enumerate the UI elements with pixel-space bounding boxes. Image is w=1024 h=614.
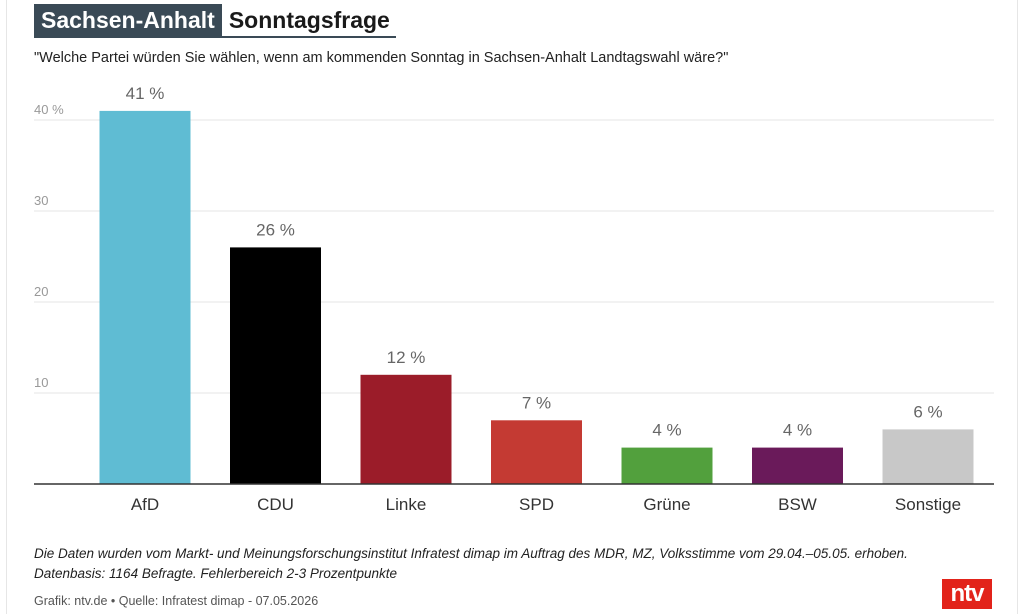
- bar-value-label: 4 %: [783, 421, 812, 440]
- chart-header: Sachsen-Anhalt Sonntagsfrage: [34, 4, 396, 38]
- region-label: Sachsen-Anhalt: [34, 4, 222, 36]
- source-credit: Grafik: ntv.de • Quelle: Infratest dimap…: [34, 594, 319, 608]
- x-category-label: SPD: [519, 495, 554, 514]
- chart-frame: [6, 0, 1018, 614]
- bar-value-label: 4 %: [652, 421, 681, 440]
- ntv-logo[interactable]: ntv: [942, 579, 992, 609]
- bar-value-label: 26 %: [256, 220, 295, 239]
- x-category-label: CDU: [257, 495, 294, 514]
- bar-value-label: 7 %: [522, 393, 551, 412]
- x-category-label: BSW: [778, 495, 817, 514]
- bar-chart: 10 20 30 40 % 41 % AfD 26 % CDU 12 % Linke 7 % SPD 4…: [34, 84, 994, 514]
- bar-spd: [491, 420, 582, 484]
- bar-value-label: 12 %: [387, 348, 426, 367]
- x-category-label: Grüne: [643, 495, 690, 514]
- x-category-label: AfD: [131, 495, 159, 514]
- bar-linke: [360, 374, 452, 484]
- chart-title: Sonntagsfrage: [228, 7, 390, 33]
- x-category-label: Sonstige: [895, 495, 961, 514]
- y-tick-label: 30: [34, 193, 48, 208]
- x-category-label: Linke: [386, 495, 427, 514]
- bar-value-label: 6 %: [913, 402, 942, 421]
- bar-value-label: 41 %: [126, 84, 165, 103]
- bar-cdu: [230, 247, 321, 484]
- methodology-footnote: Die Daten wurden vom Markt- und Meinungs…: [34, 546, 908, 581]
- survey-question: "Welche Partei würden Sie wählen, wenn a…: [34, 50, 729, 66]
- bar-sonstige: [882, 429, 974, 484]
- y-tick-label: 40 %: [34, 102, 64, 117]
- y-tick-label: 20: [34, 284, 48, 299]
- bar-afd: [99, 110, 191, 485]
- bar-grüne: [621, 447, 713, 484]
- bar-bsw: [752, 447, 843, 484]
- y-tick-label: 10: [34, 375, 48, 390]
